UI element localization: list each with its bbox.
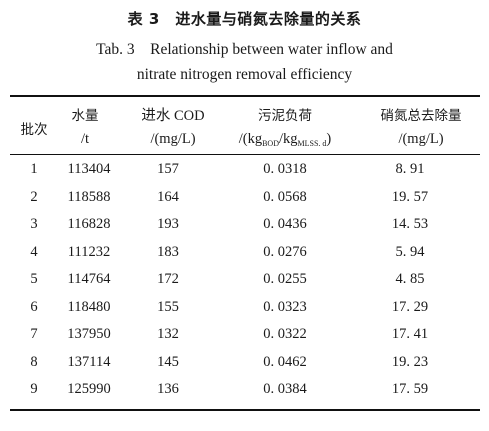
cell-influent-cod: 183 — [157, 243, 179, 260]
cell-water-volume: 116828 — [67, 216, 111, 232]
cell-water-volume: 137114 — [67, 353, 111, 370]
cell-water-volume: 118480 — [67, 298, 111, 315]
table-title-english-line1: Tab. 3 Relationship between water inflow… — [96, 41, 393, 58]
cell-influent-cod: 164 — [157, 188, 179, 205]
header-influent-cod-unit: /(mg/L) — [150, 131, 196, 147]
cell-nitrate-removal: 17. 59 — [391, 381, 429, 397]
cell-water-volume: 125990 — [67, 381, 111, 397]
cell-nitrate-removal: 19. 23 — [391, 353, 429, 370]
header-nitrate-removal-unit: /(mg/L) — [398, 131, 444, 147]
table-bottom-rule — [10, 409, 480, 411]
header-sludge-load-unit: /(kgBOD/kgMLSS. d) — [238, 131, 332, 148]
table-top-rule — [10, 95, 480, 97]
cell-sludge-load: 0. 0318 — [263, 161, 307, 177]
cell-nitrate-removal: 4. 85 — [395, 271, 425, 287]
header-water-volume-unit: /t — [80, 131, 90, 147]
cell-water-volume: 111232 — [67, 243, 111, 260]
cell-influent-cod: 157 — [157, 161, 179, 177]
header-batch: 批次 — [20, 122, 48, 138]
cell-influent-cod: 136 — [157, 381, 179, 397]
cell-water-volume: 113404 — [67, 161, 111, 177]
cell-sludge-load: 0. 0384 — [263, 381, 307, 397]
cell-batch: 3 — [30, 216, 38, 232]
cell-nitrate-removal: 17. 29 — [391, 298, 429, 315]
cell-sludge-load: 0. 0568 — [263, 188, 307, 205]
header-influent-cod: 进水 COD — [141, 108, 205, 124]
cell-influent-cod: 193 — [157, 216, 179, 232]
cell-nitrate-removal: 8. 91 — [395, 161, 425, 177]
table-title-english-line2: nitrate nitrogen removal efficiency — [136, 66, 353, 83]
header-sludge-load: 污泥负荷 — [258, 108, 312, 124]
cell-batch: 6 — [30, 298, 38, 315]
cell-batch: 1 — [30, 161, 38, 177]
cell-water-volume: 114764 — [67, 271, 111, 287]
cell-sludge-load: 0. 0322 — [263, 326, 307, 342]
cell-batch: 5 — [30, 271, 38, 287]
cell-sludge-load: 0. 0276 — [263, 243, 307, 260]
cell-batch: 2 — [30, 188, 38, 205]
cell-nitrate-removal: 5. 94 — [395, 243, 425, 260]
cell-sludge-load: 0. 0255 — [263, 271, 307, 287]
cell-nitrate-removal: 19. 57 — [391, 188, 429, 205]
header-nitrate-removal: 硝氮总去除量 — [380, 108, 462, 124]
cell-sludge-load: 0. 0323 — [263, 298, 307, 315]
cell-batch: 4 — [30, 243, 38, 260]
cell-batch: 9 — [30, 381, 38, 397]
cell-water-volume: 118588 — [67, 188, 111, 205]
cell-influent-cod: 172 — [157, 271, 179, 287]
table-header-rule — [10, 154, 480, 155]
cell-influent-cod: 155 — [157, 298, 179, 315]
cell-batch: 8 — [30, 353, 38, 370]
table-title-chinese: 表 3 进水量与硝氮去除量的关系 — [127, 10, 362, 28]
cell-batch: 7 — [30, 326, 38, 342]
cell-influent-cod: 132 — [157, 326, 179, 342]
cell-sludge-load: 0. 0436 — [263, 216, 307, 232]
header-water-volume: 水量 — [71, 108, 99, 124]
cell-sludge-load: 0. 0462 — [263, 353, 307, 370]
cell-nitrate-removal: 17. 41 — [391, 326, 429, 342]
cell-nitrate-removal: 14. 53 — [391, 216, 429, 232]
cell-influent-cod: 145 — [157, 353, 179, 370]
cell-water-volume: 137950 — [67, 326, 111, 342]
